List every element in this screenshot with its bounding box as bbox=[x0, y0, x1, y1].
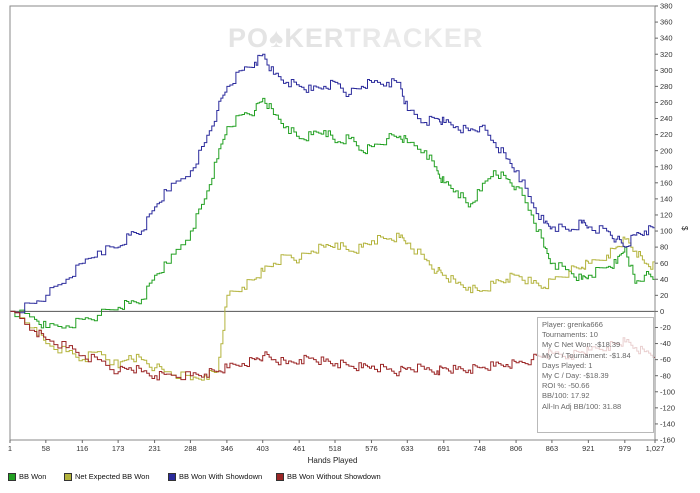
y-tick-label: 20 bbox=[660, 291, 668, 300]
y-tick-label: 180 bbox=[660, 162, 673, 171]
legend-item-without-showdown: BB Won Without Showdown bbox=[276, 472, 381, 481]
y-tick-label: -160 bbox=[660, 436, 675, 445]
x-tick-label: 921 bbox=[582, 444, 595, 453]
x-tick-label: 863 bbox=[546, 444, 559, 453]
watermark-chip-icon: ♠ bbox=[269, 23, 284, 53]
stat-per-day: My C / Day: -$18.39 bbox=[542, 371, 609, 381]
stat-player: Player: grenka666 bbox=[542, 320, 603, 329]
y-tick-label: 360 bbox=[660, 18, 673, 27]
x-tick-label: 346 bbox=[221, 444, 234, 453]
stat-net-won: My C Net Won: -$18.39 bbox=[542, 340, 621, 350]
legend-item-net-expected: Net Expected BB Won bbox=[64, 472, 149, 481]
y-axis-label: $ bbox=[680, 226, 689, 231]
y-tick-label: -120 bbox=[660, 403, 675, 412]
y-tick-label: 140 bbox=[660, 194, 673, 203]
stat-allin-bb100: All-In Adj BB/100: 31.88 bbox=[542, 401, 622, 411]
legend-label: BB Won With Showdown bbox=[179, 472, 263, 481]
stats-box: Player: grenka666 Tournaments: 10 My C N… bbox=[537, 317, 654, 433]
x-tick-label: 173 bbox=[112, 444, 125, 453]
x-tick-label: 691 bbox=[438, 444, 451, 453]
series-group bbox=[10, 53, 656, 381]
watermark-brand-2: KER bbox=[284, 23, 344, 53]
stat-per-tournament: My C / Tournament: -$1.84 bbox=[542, 350, 631, 360]
x-tick-label: 1 bbox=[8, 444, 12, 453]
y-tick-label: 60 bbox=[660, 259, 668, 268]
axes: -160 -140 -120 -100 -80 -60 -40 -20 0 20 40 60 80 100… bbox=[8, 2, 675, 453]
series-line-1 bbox=[10, 97, 656, 329]
legend-label: Net Expected BB Won bbox=[75, 472, 150, 481]
x-tick-label: 231 bbox=[148, 444, 161, 453]
legend-swatch-icon bbox=[276, 472, 284, 481]
y-tick-label: 0 bbox=[660, 307, 664, 316]
series-line-3 bbox=[10, 53, 656, 314]
legend-label: BB Won Without Showdown bbox=[287, 472, 381, 481]
y-tick-label: -40 bbox=[660, 339, 671, 348]
watermark-brand-3: TRACKER bbox=[344, 23, 483, 53]
stat-days-played: Days Played: 1 bbox=[542, 360, 593, 370]
y-tick-label: -100 bbox=[660, 387, 675, 396]
watermark: PO♠KERTRACKER bbox=[228, 23, 483, 53]
legend-swatch-icon bbox=[8, 472, 16, 481]
y-tick-label: 100 bbox=[660, 227, 673, 236]
y-tick-label: -140 bbox=[660, 420, 675, 429]
y-tick-label: 300 bbox=[660, 66, 673, 75]
y-tick-label: -20 bbox=[660, 323, 671, 332]
x-tick-label: 116 bbox=[76, 444, 88, 453]
watermark-brand-1: PO bbox=[228, 23, 269, 53]
y-tick-label: 80 bbox=[660, 243, 668, 252]
legend-swatch-icon bbox=[64, 472, 72, 481]
y-tick-label: 40 bbox=[660, 275, 668, 284]
stat-roi: ROI %: -50.66 bbox=[542, 381, 590, 391]
x-tick-label: 1,027 bbox=[646, 444, 665, 453]
x-tick-label: 518 bbox=[329, 444, 342, 453]
legend-swatch-icon bbox=[168, 472, 176, 481]
x-axis-label: Hands Played bbox=[308, 456, 358, 465]
x-tick-label: 288 bbox=[184, 444, 197, 453]
stat-bb100: BB/100: 17.92 bbox=[542, 391, 590, 401]
legend-label: BB Won bbox=[19, 472, 47, 481]
y-tick-label: 320 bbox=[660, 50, 673, 59]
y-tick-label: 380 bbox=[660, 2, 673, 11]
y-tick-label: 160 bbox=[660, 178, 673, 187]
x-tick-label: 806 bbox=[510, 444, 523, 453]
y-tick-label: 120 bbox=[660, 211, 673, 220]
x-tick-label: 576 bbox=[365, 444, 378, 453]
x-tick-label: 748 bbox=[473, 444, 486, 453]
x-tick-label: 58 bbox=[42, 444, 50, 453]
legend: BB Won Net Expected BB Won BB Won With S… bbox=[6, 468, 694, 486]
svg-text:PO♠KERTRACKER: PO♠KERTRACKER bbox=[228, 23, 483, 53]
plot-frame bbox=[9, 5, 656, 441]
x-tick-label: 979 bbox=[619, 444, 632, 453]
x-tick-label: 633 bbox=[401, 444, 414, 453]
stat-tournaments: Tournaments: 10 bbox=[542, 330, 598, 340]
y-tick-label: 280 bbox=[660, 82, 673, 91]
legend-item-with-showdown: BB Won With Showdown bbox=[168, 472, 262, 481]
y-tick-label: 260 bbox=[660, 98, 673, 107]
series-line-2 bbox=[10, 232, 656, 381]
legend-item-bb-won: BB Won bbox=[8, 472, 46, 481]
y-tick-label: 220 bbox=[660, 130, 673, 139]
y-tick-label: 340 bbox=[660, 34, 673, 43]
y-tick-label: -60 bbox=[660, 355, 671, 364]
x-tick-label: 403 bbox=[256, 444, 269, 453]
y-tick-label: 200 bbox=[660, 146, 673, 155]
y-tick-label: -80 bbox=[660, 371, 671, 380]
x-tick-label: 461 bbox=[293, 444, 306, 453]
y-tick-label: 240 bbox=[660, 114, 673, 123]
